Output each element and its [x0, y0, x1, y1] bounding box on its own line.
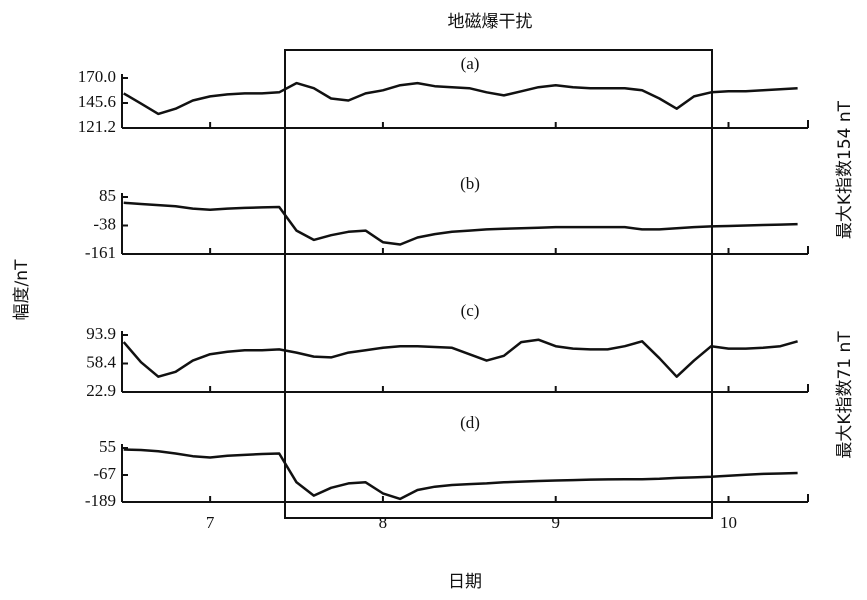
panel-label: (d)	[460, 413, 480, 432]
y-tick-label: 85	[99, 186, 116, 205]
y-axis-label: 幅度/nT	[12, 259, 32, 321]
y-tick-label: 55	[99, 437, 116, 456]
y-tick-label: -161	[85, 243, 116, 262]
data-line	[123, 448, 798, 501]
y-tick-label: 93.9	[86, 324, 116, 343]
chart-title: 地磁爆干扰	[448, 12, 533, 32]
y-tick-label: 145.6	[78, 92, 116, 111]
y-tick-label: 121.2	[78, 117, 116, 136]
y-tick-label: 22.9	[86, 381, 116, 400]
x-tick-label: 8	[379, 513, 388, 532]
y-tick-label: -189	[85, 491, 116, 510]
x-tick-label: 7	[206, 513, 215, 532]
y-tick-label: 170.0	[78, 67, 116, 86]
annotation: 最大K指数71 nT	[835, 331, 855, 459]
panel-label: (b)	[460, 174, 480, 193]
y-tick-label: -67	[93, 464, 116, 483]
x-tick-label: 9	[551, 513, 560, 532]
data-line	[123, 201, 798, 246]
highlight-box	[284, 49, 713, 519]
y-tick-label: -38	[93, 214, 116, 233]
x-axis-label: 日期	[448, 572, 482, 592]
x-tick-label: 10	[720, 513, 737, 532]
panel-label: (c)	[461, 301, 480, 320]
data-line	[122, 338, 798, 378]
annotation: 最大K指数154 nT	[835, 100, 855, 239]
panel-label: (a)	[461, 54, 480, 73]
y-tick-label: 58.4	[86, 352, 116, 371]
data-line	[123, 81, 798, 116]
